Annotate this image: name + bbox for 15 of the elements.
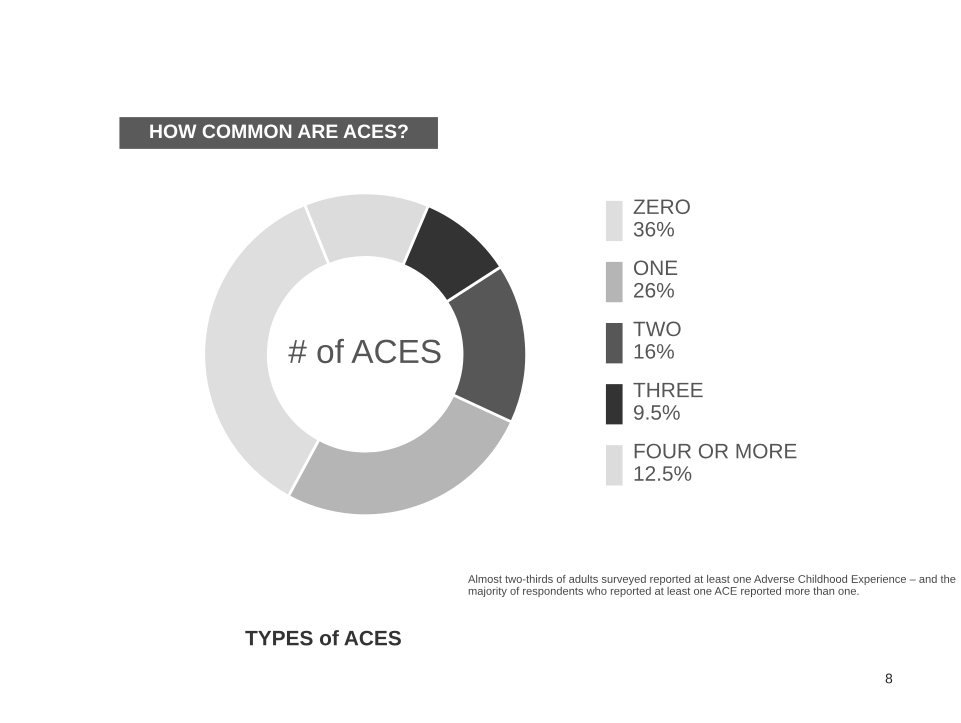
text: Almost two-thirds of adults surveyed reported at least one Adverse Childhood Experience – and the majority of respondents who reported at least one ACE reported more than one. — [468, 574, 956, 598]
text: # of ACES — [288, 338, 441, 364]
data-label: 26% — [634, 282, 674, 298]
legend-label: ZERO — [634, 199, 690, 214]
legend-label: THREE — [633, 382, 703, 398]
data-label: 12.5% — [634, 466, 692, 481]
data-label: 16% — [634, 344, 674, 359]
data-label: 9.5% — [634, 405, 680, 420]
legend-label: ONE — [634, 260, 678, 276]
data-label: 36% — [634, 222, 674, 237]
legend-label: TWO — [633, 322, 681, 336]
text: 8 — [886, 674, 892, 684]
chart-title: HOW COMMON ARE ACES? — [150, 124, 408, 138]
legend-label: FOUR OR MORE — [634, 444, 796, 458]
text: TYPES of ACES — [245, 630, 401, 646]
